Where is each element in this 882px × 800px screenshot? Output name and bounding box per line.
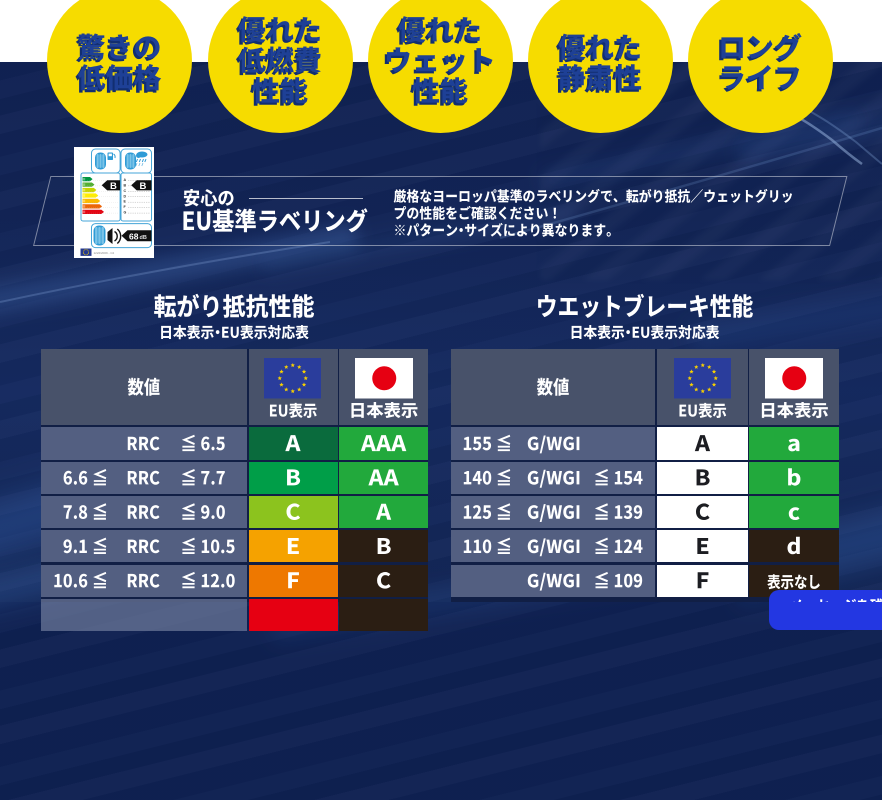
svg-text:B: B [140,181,147,192]
svg-text:A: A [124,178,127,182]
svg-text:1222/2009 - C2: 1222/2009 - C2 [94,251,115,255]
svg-text:G: G [124,211,127,215]
svg-text:D: D [124,194,127,198]
svg-text:C: C [124,189,127,193]
svg-text:dB: dB [140,235,147,241]
svg-text:B: B [110,181,117,192]
svg-text:F: F [124,205,127,209]
svg-text:68: 68 [129,232,139,242]
svg-text:E: E [124,200,127,204]
svg-text:B: B [124,183,127,187]
